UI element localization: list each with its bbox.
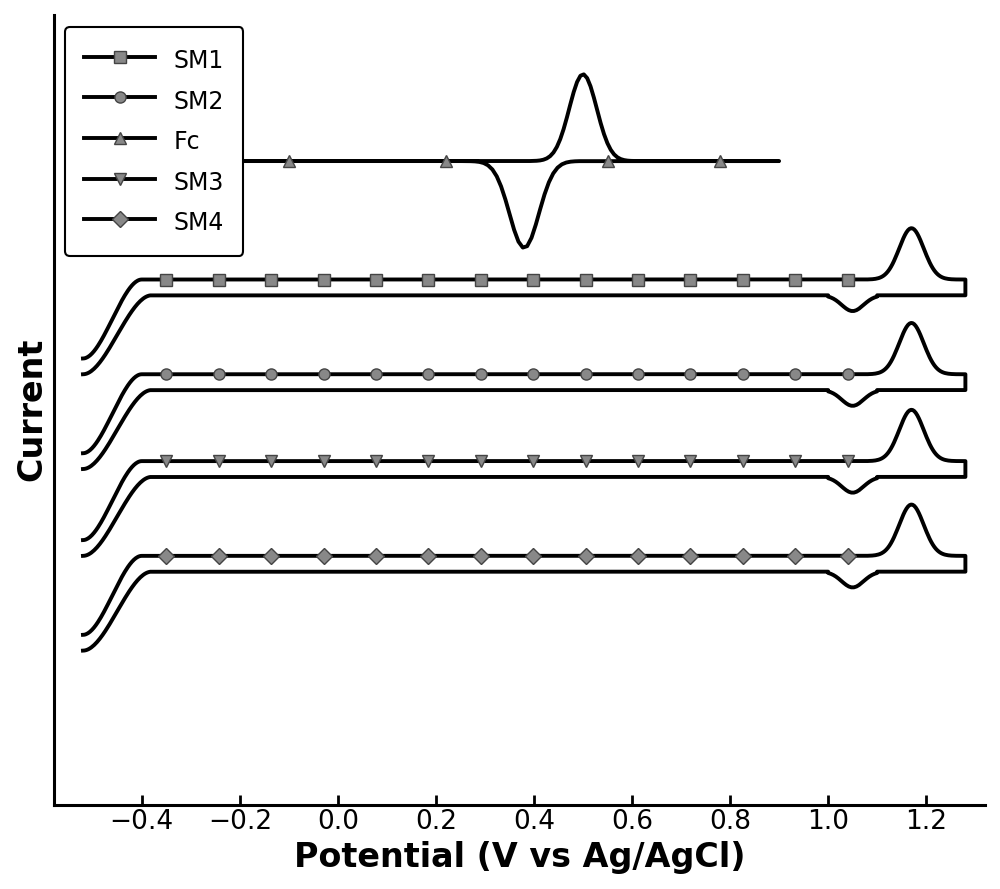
Legend: SM1, SM2, Fc, SM3, SM4: SM1, SM2, Fc, SM3, SM4: [65, 27, 243, 256]
X-axis label: Potential (V vs Ag/AgCl): Potential (V vs Ag/AgCl): [294, 841, 745, 874]
Y-axis label: Current: Current: [15, 338, 48, 482]
